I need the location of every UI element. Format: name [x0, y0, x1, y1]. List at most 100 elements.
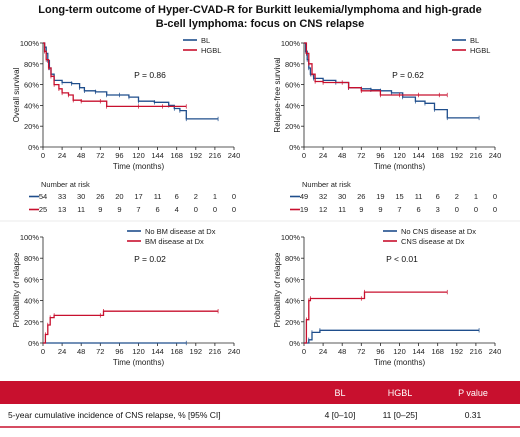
p-value-label: P = 0.02: [134, 254, 166, 264]
risk-count: 1: [213, 192, 217, 201]
y-tick-label: 20%: [285, 122, 300, 131]
y-tick-label: 0%: [28, 339, 39, 348]
x-tick-label: 72: [96, 151, 104, 160]
risk-count: 1: [474, 192, 478, 201]
y-tick-label: 0%: [289, 143, 300, 152]
x-tick-label: 240: [489, 151, 502, 160]
x-tick-label: 192: [190, 347, 203, 356]
x-tick-label: 24: [58, 347, 66, 356]
y-tick-label: 20%: [285, 318, 300, 327]
x-tick-label: 0: [302, 347, 306, 356]
y-tick-label: 80%: [24, 254, 39, 263]
x-tick-label: 96: [115, 151, 123, 160]
risk-count: 11: [338, 205, 346, 214]
x-axis-label: Time (months): [374, 358, 426, 367]
x-tick-label: 144: [151, 151, 164, 160]
x-tick-label: 72: [357, 347, 365, 356]
risk-count: 32: [319, 192, 327, 201]
risk-count: 17: [134, 192, 142, 201]
x-tick-label: 96: [115, 347, 123, 356]
x-tick-label: 240: [228, 347, 241, 356]
legend-label: BM disease at Dx: [145, 237, 204, 246]
table-header-bar: [0, 381, 520, 404]
risk-count: 2: [194, 192, 198, 201]
figure-title-line1: Long-term outcome of Hyper-CVAD-R for Bu…: [38, 4, 482, 16]
x-tick-label: 0: [41, 347, 45, 356]
km-curve-primary: [43, 42, 219, 120]
risk-count: 49: [300, 192, 308, 201]
y-tick-label: 60%: [24, 275, 39, 284]
y-tick-label: 60%: [24, 81, 39, 90]
x-axis-label: Time (months): [113, 162, 165, 171]
y-tick-label: 100%: [20, 233, 40, 242]
x-tick-label: 24: [58, 151, 66, 160]
x-tick-label: 96: [376, 151, 384, 160]
risk-count: 0: [474, 205, 478, 214]
y-tick-label: 100%: [281, 39, 301, 48]
y-tick-label: 80%: [285, 254, 300, 263]
y-axis-label: Relapse-free survival: [273, 57, 282, 132]
legend-label: HGBL: [201, 46, 221, 55]
x-tick-label: 0: [41, 151, 45, 160]
x-tick-label: 24: [319, 347, 327, 356]
risk-count: 4: [175, 205, 179, 214]
risk-count: 3: [436, 205, 440, 214]
risk-count: 9: [378, 205, 382, 214]
x-tick-label: 0: [302, 151, 306, 160]
risk-count: 9: [359, 205, 363, 214]
risk-count: 7: [136, 205, 140, 214]
x-axis-label: Time (months): [113, 358, 165, 367]
y-axis-label: Probability of relapse: [273, 252, 282, 327]
risk-count: 0: [493, 192, 497, 201]
risk-count: 54: [39, 192, 47, 201]
km-curve-secondary: [304, 42, 448, 96]
risk-count: 9: [117, 205, 121, 214]
risk-count: 19: [376, 192, 384, 201]
risk-count: 0: [213, 205, 217, 214]
risk-count: 0: [232, 192, 236, 201]
risk-count: 30: [77, 192, 85, 201]
x-tick-label: 24: [319, 151, 327, 160]
x-tick-label: 96: [376, 347, 384, 356]
y-tick-label: 100%: [281, 233, 301, 242]
legend-label: HGBL: [470, 46, 490, 55]
risk-count: 20: [115, 192, 123, 201]
risk-table-header: Number at risk: [41, 180, 90, 189]
y-tick-label: 80%: [24, 60, 39, 69]
table-cell: 0.31: [465, 410, 482, 420]
x-tick-label: 48: [338, 347, 346, 356]
risk-count: 0: [194, 205, 198, 214]
x-tick-label: 192: [190, 151, 203, 160]
table-header-cell: P value: [458, 388, 488, 398]
y-tick-label: 20%: [24, 122, 39, 131]
x-tick-label: 168: [431, 347, 444, 356]
risk-count: 15: [395, 192, 403, 201]
risk-count: 25: [39, 205, 47, 214]
risk-count: 11: [77, 205, 85, 214]
x-tick-label: 216: [470, 347, 483, 356]
risk-count: 13: [58, 205, 66, 214]
x-tick-label: 48: [77, 347, 85, 356]
y-tick-label: 0%: [28, 143, 39, 152]
risk-count: 30: [338, 192, 346, 201]
risk-table-header: Number at risk: [302, 180, 351, 189]
x-tick-label: 48: [77, 151, 85, 160]
y-tick-label: 40%: [24, 297, 39, 306]
legend-label: BL: [470, 36, 479, 45]
legend-label: CNS disease at Dx: [401, 237, 465, 246]
risk-count: 11: [415, 192, 423, 201]
p-value-label: P = 0.86: [134, 70, 166, 80]
table-header-cell: BL: [334, 388, 345, 398]
y-tick-label: 0%: [289, 339, 300, 348]
x-tick-label: 192: [451, 151, 464, 160]
risk-count: 6: [156, 205, 160, 214]
risk-count: 6: [436, 192, 440, 201]
y-tick-label: 40%: [285, 101, 300, 110]
y-tick-label: 20%: [24, 318, 39, 327]
y-tick-label: 60%: [285, 81, 300, 90]
x-tick-label: 48: [338, 151, 346, 160]
y-tick-label: 60%: [285, 275, 300, 284]
y-tick-label: 80%: [285, 60, 300, 69]
risk-count: 6: [417, 205, 421, 214]
km-panel-2: 0%20%40%60%80%100%0 24 48 72 96 120 144 168 192 2…: [273, 36, 501, 214]
